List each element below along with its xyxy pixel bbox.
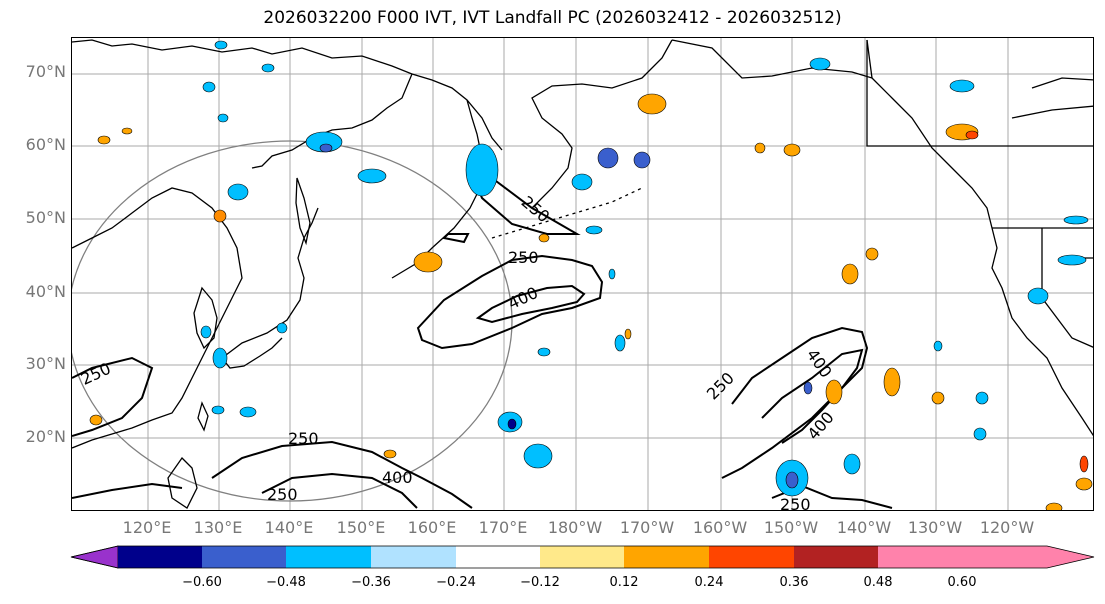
- colorbar-segment: [202, 546, 286, 568]
- map-title: 2026032200 F000 IVT, IVT Landfall PC (20…: [263, 8, 842, 28]
- contour-label: 400: [803, 345, 836, 381]
- colorbar-tick: −0.60: [182, 575, 222, 590]
- lat-label: 20°N: [25, 427, 66, 446]
- lon-label: 130°E: [193, 518, 243, 537]
- lon-label: 140°W: [836, 518, 892, 537]
- colorbar-segment: [456, 546, 540, 568]
- colorbar-segment: [794, 546, 878, 568]
- colorbar-tick: 0.48: [863, 575, 893, 590]
- lon-label: 160°W: [692, 518, 748, 537]
- lon-label: 170°W: [619, 518, 675, 537]
- lat-label: 50°N: [25, 208, 66, 227]
- lon-label: 130°W: [907, 518, 963, 537]
- lon-label: 180°W: [547, 518, 603, 537]
- colorbar-tick: −0.48: [266, 575, 306, 590]
- lat-label: 40°N: [25, 282, 66, 301]
- lon-label: 150°W: [763, 518, 819, 537]
- colorbar-segment: [540, 546, 624, 568]
- lon-label: 170°E: [478, 518, 528, 537]
- colorbar-tick: 0.12: [609, 575, 639, 590]
- contour-label: 250: [508, 248, 539, 267]
- contour-label: 400: [505, 283, 541, 313]
- colorbar-tick: −0.36: [351, 575, 391, 590]
- graticule: [72, 38, 1093, 510]
- contour-label: 250: [267, 485, 298, 504]
- colorbar-segment: [118, 546, 202, 568]
- lat-label: 30°N: [25, 354, 66, 373]
- lon-label: 120°W: [979, 518, 1035, 537]
- contour-label: 400: [382, 468, 413, 487]
- colorbar-tick: −0.12: [520, 575, 560, 590]
- pc-shading: [89, 40, 1093, 510]
- contour-label: 250: [703, 368, 738, 403]
- colorbar-tick: −0.24: [436, 575, 476, 590]
- colorbar-tick: 0.24: [694, 575, 724, 590]
- colorbar-segment: [286, 546, 371, 568]
- colorbar-extend-low: [70, 545, 119, 569]
- contour-label: 250: [780, 495, 811, 511]
- colorbar-segment: [878, 546, 962, 568]
- contour-label: 250: [288, 429, 319, 448]
- colorbar-tick: 0.36: [779, 575, 809, 590]
- colorbar-segment: [709, 546, 794, 568]
- ivt-contours: [72, 153, 893, 509]
- lat-label: 60°N: [25, 135, 66, 154]
- map-panel[interactable]: 250 250 400 250 250 250 400 250 400 400 …: [71, 37, 1094, 511]
- colorbar: [70, 545, 1095, 569]
- map-svg: 250 250 400 250 250 250 400 250 400 400 …: [72, 38, 1093, 511]
- lon-label: 140°E: [264, 518, 314, 537]
- landfall-radius-circle: [72, 140, 513, 502]
- lat-label: 70°N: [25, 62, 66, 81]
- lon-label: 160°E: [407, 518, 457, 537]
- colorbar-segment: [371, 546, 456, 568]
- colorbar-segment: [624, 546, 709, 568]
- lon-label: 120°E: [122, 518, 172, 537]
- colorbar-tick: 0.60: [947, 575, 977, 590]
- lon-label: 150°E: [336, 518, 386, 537]
- colorbar-extend-high: [962, 546, 1094, 568]
